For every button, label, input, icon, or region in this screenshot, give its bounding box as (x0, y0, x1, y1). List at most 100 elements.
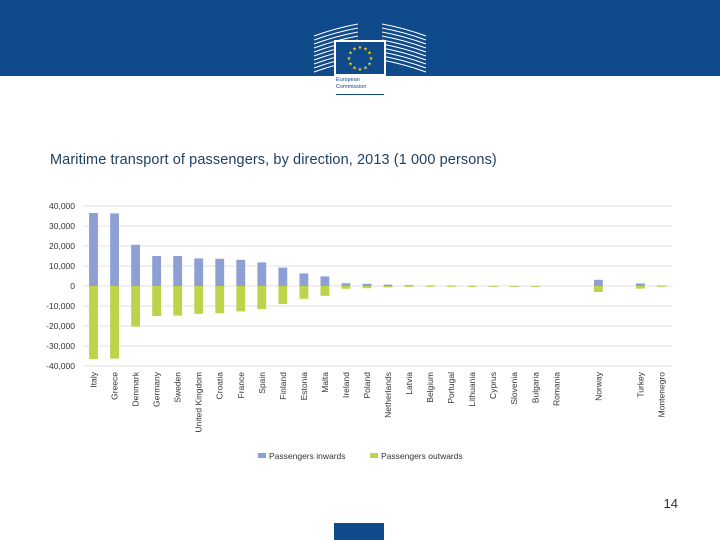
legend-label: Passengers inwards (269, 451, 346, 461)
bar (446, 286, 456, 287)
svg-text:★: ★ (358, 45, 363, 51)
bar (404, 285, 414, 286)
x-tick-label: Ireland (341, 372, 351, 398)
y-tick-label: 20,000 (49, 241, 75, 251)
x-tick-label: Germany (152, 371, 162, 407)
bar (404, 286, 414, 287)
bar (657, 286, 666, 287)
x-tick-label: Montenegro (656, 372, 666, 418)
bar (530, 286, 540, 287)
bar (89, 213, 98, 286)
bar (320, 286, 330, 296)
x-tick-label: Italy (89, 371, 99, 387)
bar (488, 286, 498, 287)
bar (362, 286, 372, 289)
x-tick-label: France (236, 372, 246, 399)
x-tick-label: Turkey (635, 371, 645, 397)
bar (341, 283, 351, 286)
bar (278, 267, 288, 286)
svg-text:★: ★ (352, 47, 357, 53)
logo-underline (336, 94, 384, 95)
bar (299, 286, 309, 299)
bar (636, 286, 645, 289)
x-tick-label: Spain (257, 372, 267, 394)
y-tick-label: 0 (70, 281, 75, 291)
x-tick-label: Slovenia (509, 372, 519, 405)
page-number: 14 (663, 496, 678, 511)
x-tick-label: Bulgaria (530, 372, 540, 403)
x-tick-label: Poland (362, 372, 372, 399)
footer-bar (334, 523, 384, 540)
bar (131, 244, 141, 286)
x-tick-label: Lithuania (467, 372, 477, 407)
bar (215, 258, 225, 286)
x-tick-label: Greece (110, 372, 120, 400)
svg-text:★: ★ (347, 56, 352, 62)
bar (299, 273, 309, 286)
bar (152, 286, 162, 316)
org-name-line1: European (336, 77, 360, 83)
x-tick-label: Cyprus (488, 372, 498, 399)
bar (362, 283, 372, 286)
svg-text:★: ★ (348, 62, 353, 68)
legend-label: Passengers outwards (381, 451, 463, 461)
bar (152, 256, 162, 286)
bar (509, 286, 519, 287)
y-tick-label: -10,000 (46, 301, 75, 311)
x-tick-label: Malta (320, 372, 330, 393)
x-tick-label: Latvia (404, 372, 414, 395)
bar (173, 256, 183, 286)
bar (341, 286, 351, 289)
svg-text:★: ★ (363, 47, 368, 53)
bar (131, 286, 141, 327)
bar (383, 284, 393, 286)
bar (236, 286, 246, 312)
x-tick-label: Belgium (425, 372, 435, 403)
svg-text:★: ★ (358, 67, 363, 73)
european-commission-logo: ★ ★ ★ ★ ★ ★ ★ ★ ★ ★ ★ ★ European Commission (300, 16, 440, 116)
svg-text:★: ★ (367, 62, 372, 68)
x-tick-label: United Kingdom (194, 372, 204, 432)
legend-swatch (258, 453, 266, 458)
x-tick-label: Sweden (173, 372, 183, 403)
bar (194, 258, 204, 286)
bar (636, 283, 645, 286)
bar (383, 286, 393, 288)
y-tick-label: -40,000 (46, 361, 75, 371)
svg-text:★: ★ (367, 51, 372, 57)
eu-flag-icon: ★ ★ ★ ★ ★ ★ ★ ★ ★ ★ ★ ★ (336, 42, 384, 74)
y-tick-label: 30,000 (49, 221, 75, 231)
bar (89, 286, 98, 359)
svg-text:★: ★ (363, 66, 368, 72)
x-tick-label: Croatia (215, 372, 225, 400)
svg-text:★: ★ (348, 51, 353, 57)
bar (257, 262, 267, 286)
bar (593, 279, 603, 286)
x-tick-label: Netherlands (383, 372, 393, 418)
bar (110, 286, 119, 359)
bar (593, 286, 603, 292)
bar (467, 286, 477, 287)
bar (278, 286, 288, 304)
x-tick-label: Norway (593, 371, 603, 401)
passenger-bar-chart: 40,000 30,000 20,000 10,000 0 -10,000 -20,000 -… (46, 201, 672, 461)
y-tick-label: -30,000 (46, 341, 75, 351)
bar (194, 286, 204, 314)
bar (425, 286, 435, 287)
x-tick-label: Romania (551, 372, 561, 406)
svg-text:★: ★ (352, 66, 357, 72)
y-tick-label: 10,000 (49, 261, 75, 271)
y-tick-label: -20,000 (46, 321, 75, 331)
legend-swatch (370, 453, 378, 458)
slide-title: Maritime transport of passengers, by dir… (50, 152, 497, 168)
bar (110, 213, 119, 286)
org-name-line2: Commission (336, 84, 367, 90)
bar (320, 276, 330, 286)
x-tick-label: Portugal (446, 372, 456, 404)
svg-text:★: ★ (369, 56, 374, 62)
x-tick-label: Denmark (131, 371, 141, 406)
bar (236, 259, 246, 286)
bar (215, 286, 225, 314)
x-tick-label: Estonia (299, 372, 309, 401)
y-tick-label: 40,000 (49, 201, 75, 211)
